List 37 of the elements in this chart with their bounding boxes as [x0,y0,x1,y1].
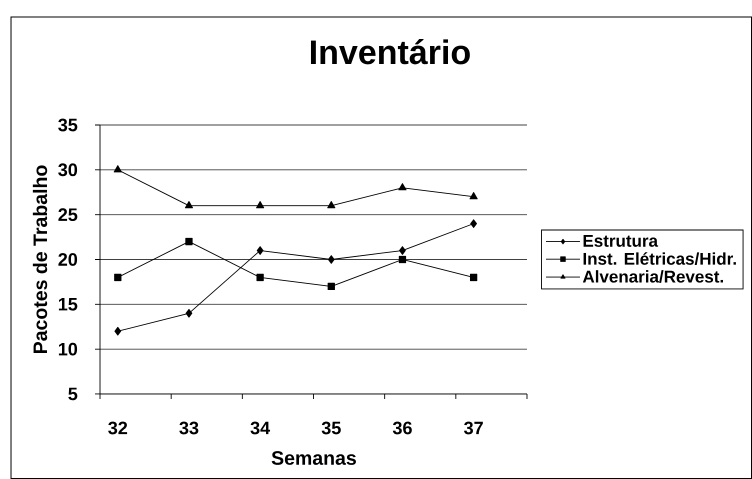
point [256,274,264,282]
point [185,238,193,246]
point [398,256,406,264]
point [470,274,478,282]
point [470,219,477,228]
y-axis-title: Pacotes de Trabalho [32,165,48,354]
x-tick-label: 32 [108,422,128,434]
y-tick-label: 10 [58,342,78,356]
y-tick-label: 30 [58,163,78,176]
point [399,246,406,255]
legend-label: Estrutura [584,235,658,247]
x-tick-label: 34 [250,422,270,434]
y-tick-label: 5 [68,388,78,400]
point [184,201,194,208]
x-axis-title: Semanas [272,451,356,465]
y-tick-label: 25 [58,208,78,222]
point [327,201,336,208]
legend-label: Alvenaria/Revest. [582,270,723,283]
point [114,165,122,172]
point [256,201,264,208]
point [398,183,407,190]
x-tick-label: 36 [392,422,412,434]
x-tick-label: 37 [464,422,483,434]
x-tick-label: 33 [179,422,198,434]
chart-title: Inventário [310,39,470,64]
x-tick-label: 35 [322,422,341,434]
point [328,282,335,290]
point [470,192,478,200]
y-tick-label: 15 [58,298,78,311]
point [114,274,122,282]
point [186,308,192,318]
y-tick-label: 20 [58,253,78,266]
y-tick-label: 35 [58,118,78,132]
point [114,326,122,336]
legend-label: Inst. Elétricas/Hidr. [584,252,736,266]
point [328,255,335,264]
point [256,246,264,255]
